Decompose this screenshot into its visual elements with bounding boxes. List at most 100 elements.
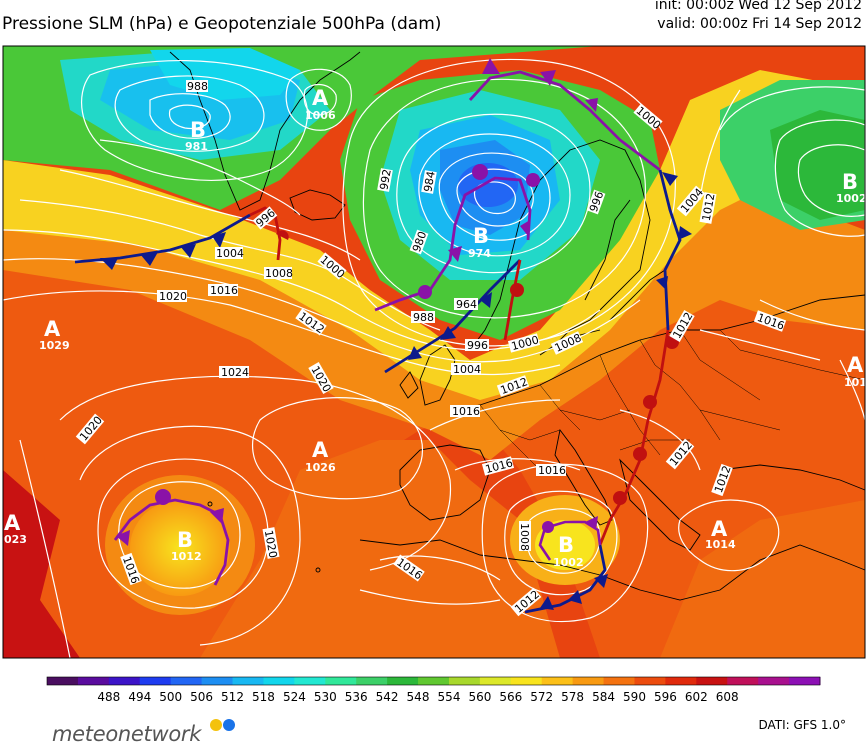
center-letter: B: [177, 528, 193, 552]
legend-tick-label: 590: [623, 690, 646, 704]
legend-tick-label: 506: [190, 690, 213, 704]
warm-front-scandinavia: [503, 259, 524, 341]
legend-tick-label: 566: [499, 690, 522, 704]
isobar-label: 1024: [221, 366, 249, 379]
legend-swatch: [665, 677, 697, 685]
legend-swatch: [387, 677, 419, 685]
legend-swatch: [201, 677, 234, 685]
legend-swatch: [418, 677, 450, 685]
center-value: 1012: [171, 550, 202, 563]
occluded-front-north: [468, 58, 661, 172]
isobar-label: 1016: [210, 284, 238, 297]
isobar-label: 964: [456, 298, 477, 311]
isobar-label: 992: [377, 168, 393, 191]
center-value: 101: [844, 376, 866, 389]
legend-swatch: [325, 677, 357, 685]
legend-tick-label: 488: [97, 690, 120, 704]
center-letter: B: [558, 533, 574, 557]
isobar-label: 1008: [518, 523, 531, 551]
center-letter: A: [4, 511, 21, 535]
legend-swatch: [479, 677, 512, 685]
isobar-label: 996: [467, 339, 488, 352]
cold-front-uk: [384, 259, 521, 374]
geopotential-field: [3, 46, 865, 658]
cold-front-med: [524, 544, 608, 614]
legend-tick-label: 602: [685, 690, 708, 704]
center-letter: A: [847, 353, 864, 377]
legend-swatch: [47, 677, 79, 685]
legend-swatch: [696, 677, 728, 685]
occluded-front-azores: [113, 489, 230, 586]
legend-swatch: [356, 677, 388, 685]
legend-swatch: [789, 677, 821, 685]
center-letter: A: [711, 517, 728, 541]
center-value: 1002: [836, 192, 866, 205]
isobar-label: 1016: [538, 464, 566, 477]
center-letter: A: [312, 86, 329, 110]
legend-swatch: [448, 677, 481, 685]
legend-swatch: [727, 677, 759, 685]
isobar-label: 1016: [452, 405, 480, 418]
isobar-label: 1012: [700, 192, 718, 222]
center-value: 1029: [39, 339, 70, 352]
cold-front-west: [74, 213, 251, 270]
occluded-front-scandinavia: [374, 164, 540, 312]
isobar-label: 1020: [262, 529, 280, 559]
legend-swatch: [634, 677, 666, 685]
legend-swatch: [263, 677, 295, 685]
center-value: 981: [185, 140, 208, 153]
legend-tick-label: 548: [407, 690, 430, 704]
center-value: 1006: [305, 109, 336, 122]
legend-tick-label: 500: [159, 690, 182, 704]
logo-dots-icon: [210, 719, 235, 731]
legend-swatch: [232, 677, 264, 685]
center-value: 974: [468, 247, 491, 260]
legend-tick-label: 572: [530, 690, 553, 704]
center-value: 1026: [305, 461, 336, 474]
legend-swatch: [108, 677, 141, 685]
center-letter: B: [473, 224, 489, 248]
center-value: 1014: [705, 538, 736, 551]
legend-swatch: [541, 677, 574, 685]
center-letter: B: [190, 118, 206, 142]
legend-swatch: [77, 677, 110, 685]
legend-tick-label: 584: [592, 690, 615, 704]
map-frame: [2, 45, 866, 659]
country-borders: [479, 329, 866, 471]
data-source: DATI: GFS 1.0°: [758, 718, 846, 732]
legend-frame: [46, 676, 821, 686]
meteonetwork-logo: meteonetwork: [52, 722, 202, 746]
legend-ticks: 488 494 500 506 512 518 524 530 536 542 548 554 560 5…: [97, 690, 738, 704]
isobar-label: 988: [187, 80, 208, 93]
isobar-label: 1020: [159, 290, 187, 303]
legend-swatch: [139, 677, 172, 685]
legend-swatch: [510, 677, 543, 685]
center-letter: A: [312, 438, 329, 462]
cold-front-east: [656, 169, 692, 331]
center-letter: B: [842, 170, 858, 194]
pressure-centers: B 981 A 1006 B 974 B 1002 A 1029 A 1026 …: [4, 86, 866, 569]
valid-time: valid: 00:00z Fri 14 Sep 2012: [657, 16, 862, 32]
legend-swatch: [294, 677, 326, 685]
center-value: 1002: [553, 556, 584, 569]
warm-front-east: [598, 329, 679, 546]
legend-swatch: [758, 677, 790, 685]
init-time: init: 00:00z Wed 12 Sep 2012: [654, 0, 862, 13]
isobar-label: 984: [421, 170, 437, 193]
legend-tick-label: 560: [468, 690, 491, 704]
legend-tick-label: 578: [561, 690, 584, 704]
isobar-label: 1004: [216, 247, 244, 260]
legend-tick-label: 536: [345, 690, 368, 704]
map-title: Pressione SLM (hPa) e Geopotenziale 500h…: [2, 14, 442, 34]
legend-tick-label: 554: [438, 690, 461, 704]
legend-swatch: [603, 677, 635, 685]
center-value: 023: [4, 533, 27, 546]
legend-tick-label: 518: [252, 690, 275, 704]
legend-tick-label: 524: [283, 690, 306, 704]
legend-swatch: [572, 677, 605, 685]
legend-tick-label: 530: [314, 690, 337, 704]
legend-tick-label: 512: [221, 690, 244, 704]
occluded-front-med: [538, 516, 602, 561]
center-letter: A: [44, 317, 61, 341]
